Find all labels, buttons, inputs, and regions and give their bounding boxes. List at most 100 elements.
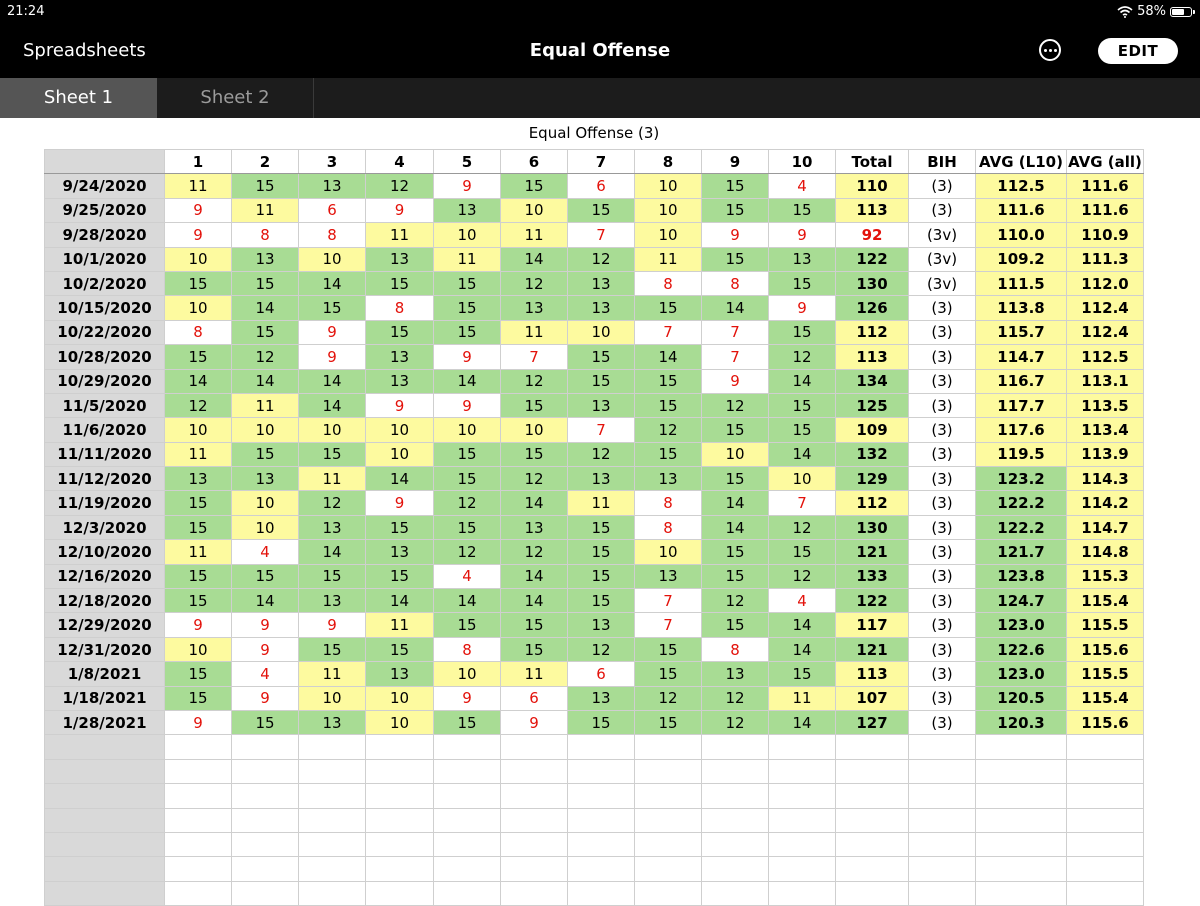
table-cell[interactable]: (3) (908, 514, 976, 541)
table-cell[interactable]: 11 (500, 222, 568, 248)
table-cell[interactable]: 15 (634, 368, 702, 394)
table-cell[interactable]: 14 (231, 588, 299, 614)
table-cell[interactable]: 10 (164, 295, 232, 321)
table-cell[interactable]: 10 (634, 222, 702, 248)
table-cell[interactable]: 13 (365, 246, 434, 272)
table-cell[interactable] (433, 880, 501, 906)
table-cell[interactable]: 10 (231, 514, 299, 541)
table-cell[interactable] (298, 807, 366, 833)
table-cell[interactable]: 111.5 (975, 270, 1067, 297)
table-cell[interactable]: (3v) (908, 270, 976, 297)
table-cell[interactable]: 120.3 (975, 709, 1067, 736)
table-cell[interactable]: 12 (500, 466, 568, 492)
table-cell[interactable]: 8 (164, 319, 232, 346)
table-cell[interactable] (567, 734, 635, 760)
table-cell[interactable]: 13 (298, 514, 366, 541)
table-cell[interactable] (634, 880, 702, 906)
table-cell[interactable] (164, 734, 232, 760)
column-header[interactable]: BIH (908, 148, 976, 175)
table-cell[interactable]: 134 (835, 368, 909, 394)
table-cell[interactable] (298, 831, 366, 858)
table-cell[interactable]: 7 (634, 612, 702, 638)
row-date-header[interactable]: 12/3/2020 (44, 514, 165, 541)
column-header[interactable]: 1 (164, 148, 232, 175)
table-cell[interactable]: 15 (164, 270, 232, 297)
tab-sheet-2[interactable]: Sheet 2 (157, 78, 314, 118)
table-cell[interactable]: 114.7 (975, 344, 1067, 370)
table-cell[interactable]: 121 (835, 636, 909, 663)
table-cell[interactable]: 9 (433, 173, 501, 199)
table-cell[interactable] (567, 758, 635, 785)
table-cell[interactable]: 113.1 (1066, 368, 1144, 394)
table-cell[interactable]: 15 (231, 173, 299, 199)
column-header[interactable]: 9 (701, 148, 769, 175)
column-header[interactable]: 5 (433, 148, 501, 175)
table-cell[interactable]: 9 (298, 319, 366, 346)
table-cell[interactable]: 8 (634, 514, 702, 541)
table-cell[interactable] (433, 783, 501, 809)
table-cell[interactable]: 9 (701, 222, 769, 248)
table-cell[interactable]: 13 (567, 295, 635, 321)
table-cell[interactable] (231, 758, 299, 785)
table-cell[interactable]: 10 (231, 417, 299, 443)
table-cell[interactable]: 6 (298, 197, 366, 224)
table-cell[interactable] (701, 758, 769, 785)
table-cell[interactable]: 9 (164, 612, 232, 638)
row-date-header[interactable]: 11/11/2020 (44, 441, 165, 468)
table-cell[interactable]: 15 (567, 588, 635, 614)
table-cell[interactable]: 113 (835, 661, 909, 687)
table-cell[interactable]: 10 (500, 197, 568, 224)
table-cell[interactable]: 15 (298, 295, 366, 321)
table-cell[interactable]: 14 (298, 539, 366, 565)
table-cell[interactable]: 8 (365, 295, 434, 321)
table-cell[interactable] (433, 856, 501, 882)
table-cell[interactable]: 7 (567, 417, 635, 443)
table-cell[interactable]: (3) (908, 490, 976, 516)
row-date-header[interactable]: 12/31/2020 (44, 636, 165, 663)
table-cell[interactable]: 4 (768, 588, 836, 614)
table-cell[interactable]: 11 (365, 612, 434, 638)
table-cell[interactable]: 15 (164, 514, 232, 541)
table-cell[interactable]: (3) (908, 466, 976, 492)
table-cell[interactable]: 115.6 (1066, 636, 1144, 663)
table-cell[interactable]: 10 (365, 441, 434, 468)
table-cell[interactable] (567, 856, 635, 882)
table-cell[interactable] (634, 783, 702, 809)
table-cell[interactable]: 13 (500, 514, 568, 541)
table-cell[interactable] (768, 734, 836, 760)
table-cell[interactable]: 12 (433, 539, 501, 565)
table-cell[interactable]: 14 (500, 246, 568, 272)
column-header[interactable]: AVG (L10) (975, 148, 1067, 175)
row-date-header[interactable]: 11/19/2020 (44, 490, 165, 516)
table-cell[interactable]: 13 (634, 466, 702, 492)
table-cell[interactable]: 12 (500, 539, 568, 565)
table-cell[interactable]: 113 (835, 197, 909, 224)
table-cell[interactable]: 9 (365, 197, 434, 224)
table-cell[interactable]: 15 (298, 636, 366, 663)
table-cell[interactable]: 13 (567, 685, 635, 711)
column-header[interactable]: 6 (500, 148, 568, 175)
table-cell[interactable]: 10 (701, 441, 769, 468)
table-cell[interactable]: 8 (298, 222, 366, 248)
table-cell[interactable] (1066, 783, 1144, 809)
table-cell[interactable]: 15 (567, 514, 635, 541)
row-date-header[interactable]: 9/28/2020 (44, 222, 165, 248)
table-cell[interactable]: 9 (768, 222, 836, 248)
table-cell[interactable] (908, 783, 976, 809)
table-cell[interactable]: 15 (164, 490, 232, 516)
table-cell[interactable] (908, 831, 976, 858)
table-cell[interactable]: 14 (433, 588, 501, 614)
table-cell[interactable]: 14 (365, 588, 434, 614)
table-cell[interactable]: 7 (634, 319, 702, 346)
table-cell[interactable]: 15 (768, 392, 836, 419)
column-header[interactable]: 10 (768, 148, 836, 175)
column-header[interactable]: 4 (365, 148, 434, 175)
table-cell[interactable]: 8 (634, 270, 702, 297)
table-cell[interactable] (701, 734, 769, 760)
table-cell[interactable] (1066, 807, 1144, 833)
table-cell[interactable]: 110.0 (975, 222, 1067, 248)
table-cell[interactable]: 123.0 (975, 612, 1067, 638)
table-cell[interactable] (164, 783, 232, 809)
table-cell[interactable]: 112.4 (1066, 319, 1144, 346)
table-cell[interactable]: 15 (164, 563, 232, 590)
